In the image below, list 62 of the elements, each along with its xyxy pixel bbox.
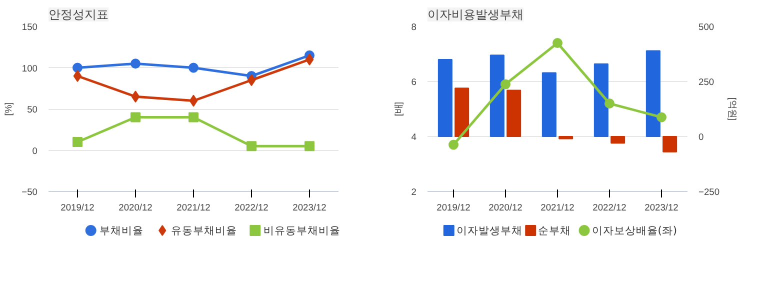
x-tick-label: 2021/12 [540, 202, 574, 212]
bar [594, 63, 608, 137]
point [72, 62, 82, 73]
bar [454, 88, 470, 137]
y-tick-label: −50 [22, 187, 38, 197]
point [72, 137, 82, 147]
x-tick-label: 2019/12 [60, 202, 94, 212]
bar [558, 136, 574, 140]
y2-tick-label: −250 [698, 187, 720, 197]
bar [542, 72, 556, 137]
bar [438, 59, 452, 137]
legend-label: 유동부채비율 [170, 224, 237, 237]
point [656, 112, 666, 122]
x-tick-label: 2022/12 [234, 202, 268, 212]
y-axis-title: [배] [393, 102, 404, 116]
x-tick-label: 2020/12 [488, 202, 522, 212]
y2-tick-label: 500 [698, 22, 714, 32]
point [130, 112, 140, 122]
x-tick-label: 2023/12 [644, 202, 678, 212]
y-tick-label: 6 [411, 77, 417, 87]
y-tick-label: 8 [411, 22, 417, 32]
bar [490, 54, 504, 137]
point [188, 62, 198, 73]
x-tick-label: 2019/12 [436, 202, 470, 212]
chart-title: 안정성지표 [48, 8, 108, 22]
x-tick-label: 2022/12 [592, 202, 626, 212]
y-tick-label: 0 [32, 146, 38, 156]
y-tick-label: 2 [411, 187, 417, 197]
y-tick-label: 4 [411, 132, 417, 142]
legend-label: 이자보상배율(좌) [592, 224, 678, 237]
y-tick-label: 150 [22, 22, 38, 32]
point [188, 112, 198, 122]
y2-axis-title: [억원] [728, 97, 738, 121]
x-tick-label: 2020/12 [118, 202, 152, 212]
point [131, 90, 140, 103]
bar [506, 90, 522, 137]
y2-tick-label: 0 [698, 132, 704, 142]
y-tick-label: 100 [22, 63, 38, 74]
legend-label: 순부채 [538, 224, 572, 237]
legend-label: 이자발생부채 [456, 224, 522, 237]
y-axis-title: [%] [4, 102, 14, 116]
bar [646, 50, 660, 137]
x-tick-label: 2023/12 [292, 202, 326, 212]
point [246, 141, 256, 152]
point [305, 54, 314, 66]
legend-label: 부채비율 [99, 224, 144, 237]
legend-label: 비유동부채비율 [264, 224, 341, 237]
point [552, 38, 562, 48]
point [73, 70, 82, 82]
y2-tick-label: 250 [698, 77, 714, 87]
point [604, 98, 614, 108]
point [130, 58, 140, 69]
x-tick-label: 2021/12 [176, 202, 210, 212]
point [304, 141, 314, 152]
bar [610, 136, 626, 144]
y-tick-label: 50 [27, 104, 38, 114]
point [247, 74, 256, 86]
point [189, 94, 198, 107]
chart-title: 이자비용발생부채 [428, 8, 524, 22]
point [448, 140, 458, 150]
bar [662, 136, 678, 152]
point [500, 79, 510, 90]
